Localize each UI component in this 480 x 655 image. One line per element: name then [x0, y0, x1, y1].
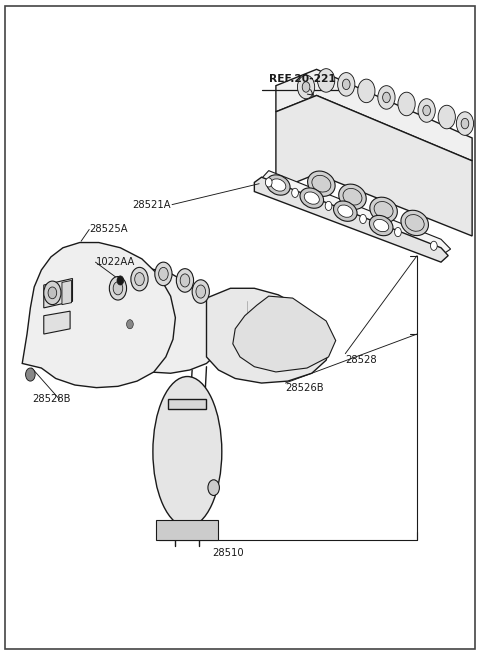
- Polygon shape: [22, 242, 175, 388]
- Circle shape: [302, 82, 310, 92]
- Ellipse shape: [266, 175, 290, 195]
- Circle shape: [158, 267, 168, 280]
- Circle shape: [131, 267, 148, 291]
- Polygon shape: [276, 96, 472, 236]
- Polygon shape: [168, 400, 206, 409]
- Circle shape: [342, 79, 350, 90]
- Ellipse shape: [373, 219, 389, 232]
- Circle shape: [395, 227, 401, 236]
- Circle shape: [176, 269, 193, 292]
- Polygon shape: [44, 311, 70, 334]
- Circle shape: [196, 285, 205, 298]
- Polygon shape: [233, 296, 336, 372]
- Text: 28528: 28528: [345, 355, 377, 365]
- Ellipse shape: [304, 192, 319, 204]
- Polygon shape: [44, 278, 72, 308]
- Circle shape: [418, 99, 435, 122]
- Ellipse shape: [338, 205, 353, 217]
- Text: 1022AA: 1022AA: [96, 257, 135, 267]
- Text: REF.20-221: REF.20-221: [269, 74, 336, 84]
- Circle shape: [113, 282, 123, 295]
- Polygon shape: [257, 171, 451, 255]
- Polygon shape: [62, 280, 72, 305]
- Polygon shape: [156, 520, 218, 540]
- Circle shape: [431, 241, 437, 250]
- Ellipse shape: [153, 377, 222, 527]
- Ellipse shape: [339, 184, 366, 210]
- Polygon shape: [111, 269, 226, 373]
- Circle shape: [298, 75, 315, 99]
- Circle shape: [398, 92, 415, 116]
- Circle shape: [378, 86, 395, 109]
- Text: 28528B: 28528B: [32, 394, 70, 404]
- Text: 28510: 28510: [212, 548, 244, 558]
- Polygon shape: [206, 288, 331, 383]
- Circle shape: [48, 287, 57, 299]
- Text: 28526B: 28526B: [286, 383, 324, 392]
- Circle shape: [117, 276, 124, 285]
- Circle shape: [358, 79, 375, 103]
- Text: 28525A: 28525A: [89, 225, 128, 234]
- Circle shape: [318, 69, 335, 92]
- Ellipse shape: [308, 171, 335, 196]
- Circle shape: [423, 105, 431, 116]
- Circle shape: [325, 201, 332, 210]
- Circle shape: [127, 320, 133, 329]
- Circle shape: [438, 105, 456, 129]
- Circle shape: [135, 272, 144, 286]
- Circle shape: [208, 480, 219, 495]
- Circle shape: [155, 262, 172, 286]
- Ellipse shape: [271, 179, 286, 191]
- Circle shape: [383, 92, 390, 103]
- Circle shape: [192, 280, 209, 303]
- Ellipse shape: [370, 197, 397, 223]
- Circle shape: [265, 178, 272, 187]
- Polygon shape: [276, 69, 472, 161]
- Circle shape: [25, 368, 35, 381]
- Circle shape: [360, 214, 366, 223]
- Circle shape: [292, 188, 299, 197]
- Circle shape: [337, 73, 355, 96]
- Ellipse shape: [334, 201, 357, 221]
- Ellipse shape: [370, 215, 393, 236]
- Circle shape: [44, 281, 61, 305]
- Circle shape: [109, 276, 127, 300]
- Circle shape: [461, 119, 469, 129]
- Ellipse shape: [300, 188, 324, 208]
- Ellipse shape: [401, 210, 429, 236]
- Polygon shape: [254, 177, 448, 262]
- Circle shape: [180, 274, 190, 287]
- Text: 28521A: 28521A: [132, 200, 170, 210]
- Circle shape: [456, 112, 474, 136]
